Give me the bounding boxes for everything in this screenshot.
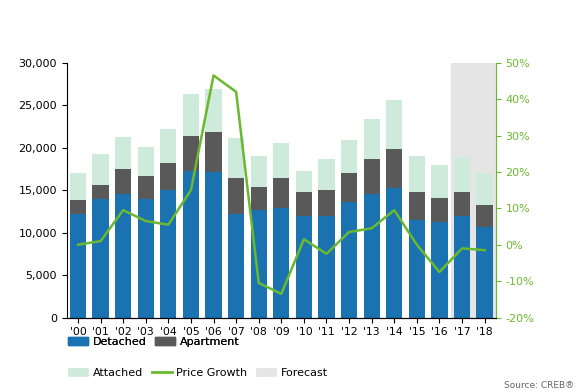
Bar (432, 222, 448, 318)
Bar (454, 157, 470, 192)
Bar (70, 173, 86, 200)
Bar (70, 200, 86, 214)
Bar (477, 173, 493, 205)
Bar (364, 159, 380, 194)
Bar (70, 214, 86, 318)
Bar (454, 192, 470, 216)
Legend: Detached, Apartment: Detached, Apartment (64, 332, 244, 351)
Bar (318, 216, 335, 318)
Bar (341, 173, 357, 202)
Bar (364, 194, 380, 318)
Bar (409, 192, 425, 220)
Bar (183, 136, 199, 171)
Bar (115, 138, 131, 169)
Bar (160, 129, 176, 163)
Bar (205, 131, 222, 172)
Bar (228, 214, 244, 318)
Bar (432, 165, 448, 198)
Bar (92, 200, 108, 318)
Bar (183, 94, 199, 136)
Bar (409, 220, 425, 318)
Bar (273, 178, 289, 208)
Bar (386, 100, 403, 149)
Bar (92, 154, 108, 185)
Bar (137, 176, 154, 200)
Bar (451, 63, 496, 318)
Bar (318, 190, 335, 216)
Bar (251, 210, 267, 318)
Bar (228, 138, 244, 178)
Bar (477, 227, 493, 318)
Bar (454, 216, 470, 318)
Bar (296, 216, 312, 318)
Legend: Attached, Price Growth, Forecast: Attached, Price Growth, Forecast (64, 364, 332, 383)
Bar (341, 140, 357, 173)
Text: Calgary Sales and Price Growth Forecast: Calgary Sales and Price Growth Forecast (9, 18, 377, 33)
Bar (183, 171, 199, 318)
Bar (205, 172, 222, 318)
Bar (251, 156, 267, 187)
Bar (273, 143, 289, 178)
Bar (386, 149, 403, 189)
Bar (341, 202, 357, 318)
Bar (160, 190, 176, 318)
Bar (228, 178, 244, 214)
Bar (296, 192, 312, 216)
Bar (137, 147, 154, 176)
Text: Source: CREB®: Source: CREB® (504, 381, 574, 390)
Bar (160, 163, 176, 190)
Bar (115, 169, 131, 194)
Bar (92, 185, 108, 200)
Bar (318, 159, 335, 190)
Bar (477, 205, 493, 227)
Bar (409, 156, 425, 192)
Bar (273, 208, 289, 318)
Bar (296, 171, 312, 192)
Bar (386, 189, 403, 318)
Bar (432, 198, 448, 222)
Bar (251, 187, 267, 210)
Bar (137, 200, 154, 318)
Bar (364, 119, 380, 159)
Bar (115, 194, 131, 318)
Bar (205, 89, 222, 131)
